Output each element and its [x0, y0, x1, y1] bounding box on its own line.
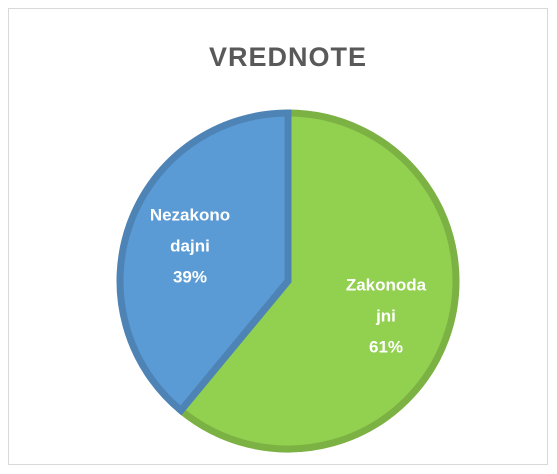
chart-area [8, 8, 548, 465]
data-label: Zakonodajni 61% [345, 270, 427, 363]
pie-slice [175, 109, 460, 453]
data-label: Nezakonodajni 39% [149, 199, 231, 292]
data-label-value: 39% [172, 267, 207, 287]
pie-slice [116, 109, 292, 416]
data-label-category: Zakonodajni [345, 275, 427, 326]
chart-title: VREDNOTE [209, 42, 367, 72]
data-label-category: Nezakonodajni [149, 205, 231, 256]
data-label-value: 61% [368, 337, 404, 357]
